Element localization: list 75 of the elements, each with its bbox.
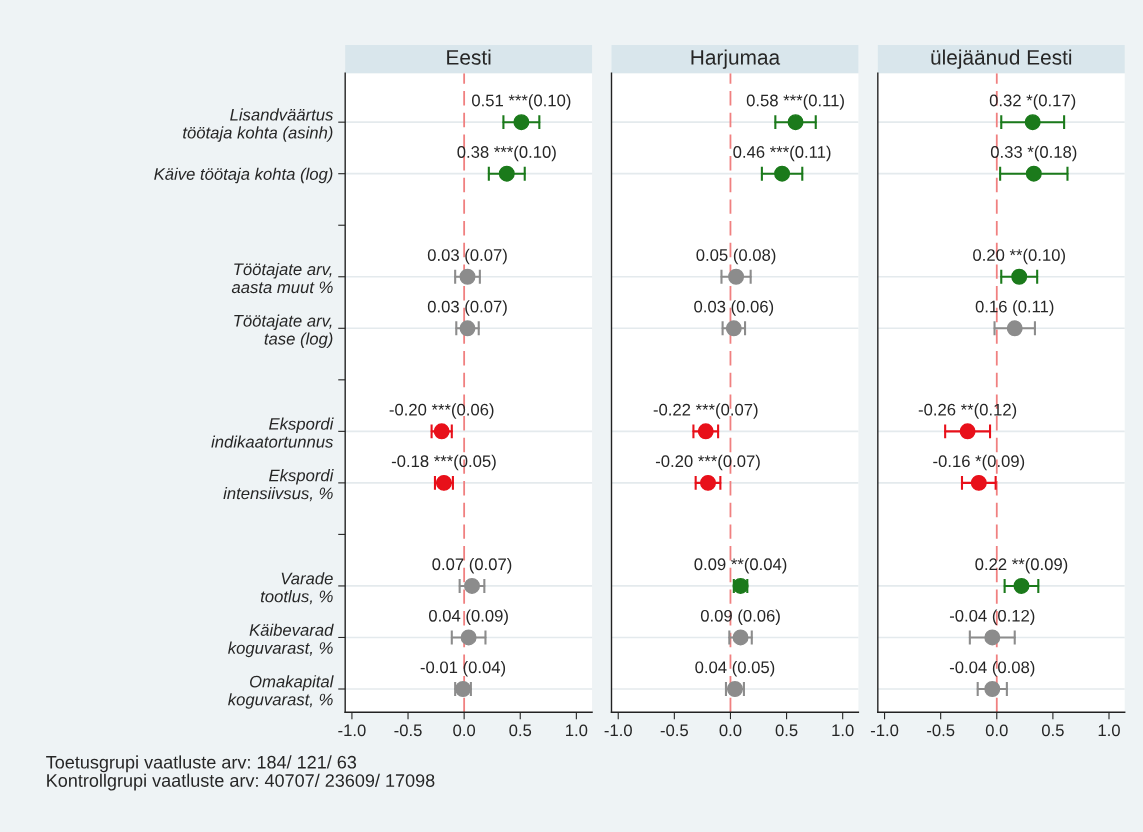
data-label: -0.20 ***(0.07) <box>655 454 760 471</box>
point <box>459 320 476 337</box>
data-label: 0.58 ***(0.11) <box>746 94 844 110</box>
y-tick-label: Käibevarad koguvarast, % <box>228 623 334 658</box>
point <box>725 320 742 337</box>
x-tick-label: -1.0 <box>338 724 366 737</box>
point <box>697 423 714 440</box>
y-tick-label: Töötajate arv, tase (log) <box>234 314 333 348</box>
data-label: 0.16 (0.11) <box>975 300 1054 316</box>
data-label: 0.04 (0.05) <box>695 660 775 677</box>
point <box>984 629 1001 646</box>
chart-title: ülejäänud Eesti <box>931 49 1072 69</box>
point <box>787 114 804 131</box>
x-tick-label: -0.5 <box>394 724 422 737</box>
point <box>459 268 476 285</box>
x-tick-label: 0.5 <box>1041 724 1064 737</box>
y-tick-label: Töötajate arv, aasta muut % <box>231 262 333 294</box>
point <box>732 629 749 646</box>
data-label: 0.20 **(0.10) <box>973 248 1065 265</box>
point <box>1011 268 1028 285</box>
data-label: 0.22 **(0.09) <box>975 557 1068 574</box>
point <box>460 629 477 646</box>
point <box>959 423 976 440</box>
point <box>1025 165 1042 182</box>
data-label: 0.38 ***(0.10) <box>457 145 556 162</box>
point <box>1013 577 1030 594</box>
data-label: 0.09 **(0.04) <box>694 557 787 574</box>
x-tick-label: 1.0 <box>832 724 854 737</box>
data-label: 0.04 (0.09) <box>428 609 508 625</box>
x-tick-label: 0.5 <box>775 724 798 737</box>
x-tick-label: -0.5 <box>927 724 955 737</box>
point <box>970 474 987 491</box>
y-tick-label: Varade tootlus, % <box>260 572 333 605</box>
point <box>700 474 716 491</box>
x-tick-label: 0.5 <box>509 724 532 737</box>
data-label: 0.33 *(0.18) <box>990 145 1077 162</box>
x-tick-label: 0.0 <box>719 724 742 737</box>
x-tick-label: -1.0 <box>870 724 899 737</box>
x-tick-label: -1.0 <box>604 724 632 737</box>
x-tick-label: 1.0 <box>1098 724 1120 737</box>
point <box>1024 114 1041 131</box>
point <box>984 681 1001 697</box>
chart-title: Eesti <box>447 49 491 65</box>
y-tick-label: Ekspordi indikaatortunnus <box>211 417 334 448</box>
y-tick-label: Käive töötaja kohta (log) <box>154 167 333 184</box>
data-label: 0.07 (0.07) <box>432 557 512 574</box>
point <box>728 268 745 285</box>
data-label: -0.01 (0.04) <box>420 660 506 677</box>
data-label: 0.46 ***(0.11) <box>733 145 831 162</box>
x-tick-label: 0.0 <box>453 724 476 737</box>
y-tick-label: Ekspordi intensiivsus, % <box>223 469 334 502</box>
data-label: 0.03 (0.07) <box>427 248 507 265</box>
y-tick-label: Lisandväärtus töötaja kohta (asinh) <box>183 108 334 142</box>
text: Kontrollgrupi vaatluste arv: 40707/ 23609/ 17098 <box>47 773 435 791</box>
point <box>498 165 515 182</box>
data-label: 0.03 (0.07) <box>427 300 507 316</box>
x-tick-label: 1.0 <box>566 724 588 737</box>
data-label: -0.20 ***(0.06) <box>389 403 494 419</box>
data-label: 0.03 (0.06) <box>694 300 774 316</box>
point <box>513 114 530 131</box>
data-label: -0.18 ***(0.05) <box>391 454 496 471</box>
x-tick-label: 0.0 <box>985 724 1008 737</box>
y-tick-label: Omakapital koguvarast, % <box>228 675 334 709</box>
data-label: 0.05 (0.08) <box>696 248 776 265</box>
point <box>774 165 791 182</box>
text: Toetusgrupi vaatluste arv: 184/ 121/ 63 <box>46 755 357 773</box>
point <box>1006 320 1023 337</box>
data-label: -0.16 *(0.09) <box>933 454 1025 471</box>
x-tick-label: -0.5 <box>660 724 689 737</box>
data-label: -0.22 ***(0.07) <box>653 403 758 419</box>
data-label: 0.51 ***(0.10) <box>472 94 571 110</box>
data-label: -0.26 **(0.12) <box>918 403 1017 419</box>
point <box>464 577 480 594</box>
data-label: -0.04 (0.08) <box>949 660 1035 677</box>
chart-title: Harjumaa <box>691 49 781 69</box>
